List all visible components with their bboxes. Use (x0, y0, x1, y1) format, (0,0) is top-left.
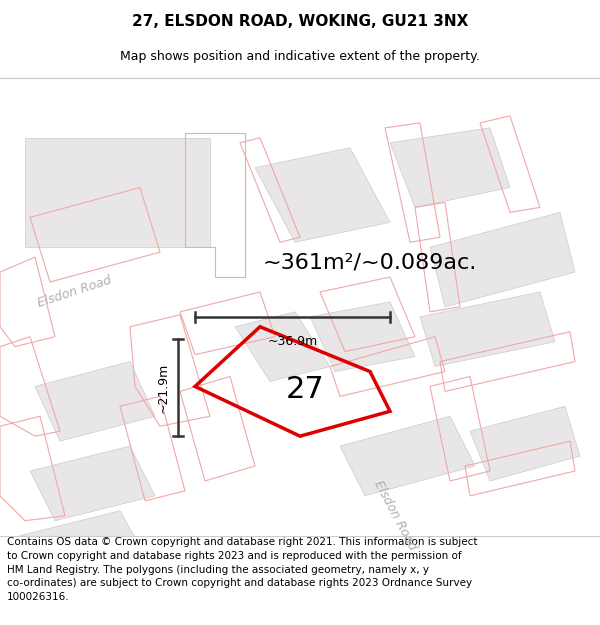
Text: Elsdon Road: Elsdon Road (371, 479, 419, 552)
Polygon shape (25, 138, 210, 248)
Polygon shape (310, 302, 415, 371)
Polygon shape (235, 312, 330, 381)
Text: ~361m²/~0.089ac.: ~361m²/~0.089ac. (263, 252, 477, 272)
Polygon shape (420, 292, 555, 366)
Text: 27: 27 (286, 375, 325, 404)
Polygon shape (35, 362, 155, 441)
Text: Elsdon Road: Elsdon Road (37, 274, 113, 310)
Text: 27, ELSDON ROAD, WOKING, GU21 3NX: 27, ELSDON ROAD, WOKING, GU21 3NX (132, 14, 468, 29)
Text: ~36.9m: ~36.9m (268, 335, 317, 348)
Polygon shape (430, 213, 575, 307)
Text: Contains OS data © Crown copyright and database right 2021. This information is : Contains OS data © Crown copyright and d… (7, 538, 478, 602)
Polygon shape (30, 446, 155, 521)
Text: Map shows position and indicative extent of the property.: Map shows position and indicative extent… (120, 50, 480, 62)
Polygon shape (390, 128, 510, 208)
Text: ~21.9m: ~21.9m (157, 362, 170, 413)
Polygon shape (20, 511, 145, 586)
Polygon shape (255, 148, 390, 242)
Polygon shape (470, 406, 580, 481)
Polygon shape (340, 416, 475, 496)
